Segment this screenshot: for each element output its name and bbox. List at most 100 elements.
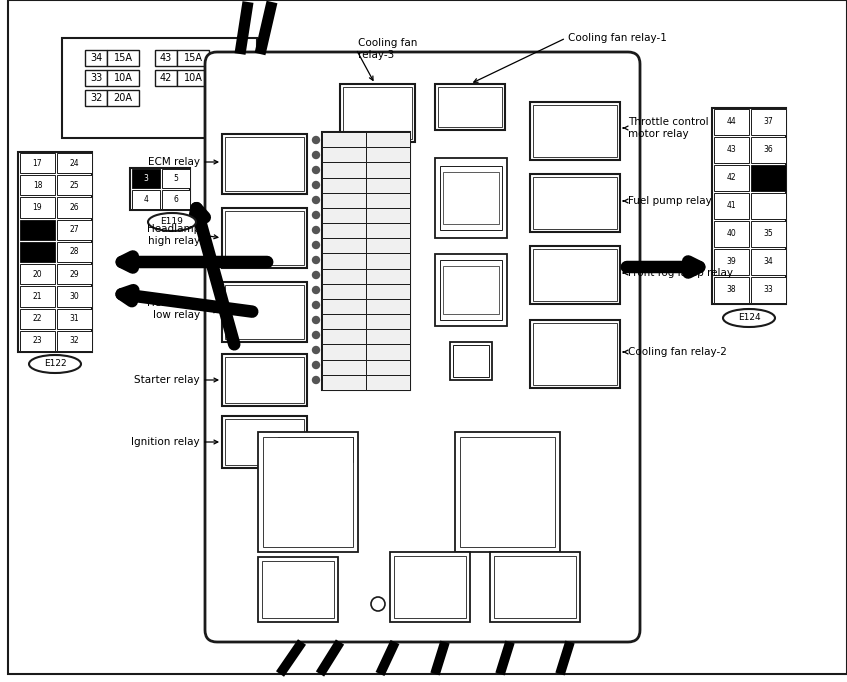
Text: 43: 43 <box>727 145 736 155</box>
Bar <box>366 269 410 284</box>
Text: 10A: 10A <box>113 73 132 83</box>
Bar <box>751 193 786 219</box>
Bar <box>366 147 410 162</box>
Bar <box>322 223 366 238</box>
Bar <box>57 220 92 240</box>
Bar <box>322 193 366 208</box>
FancyBboxPatch shape <box>205 52 640 642</box>
Bar <box>440 166 502 230</box>
Bar <box>322 132 366 147</box>
Bar <box>57 286 92 306</box>
Bar <box>366 132 410 147</box>
Bar <box>322 147 366 162</box>
Ellipse shape <box>723 309 775 327</box>
Text: 32: 32 <box>69 336 80 345</box>
Bar <box>533 323 617 385</box>
Bar <box>222 416 307 468</box>
Bar <box>366 284 410 299</box>
Bar <box>714 277 749 303</box>
Circle shape <box>313 316 319 323</box>
Bar <box>132 169 160 188</box>
Bar <box>366 314 410 329</box>
Bar <box>322 238 366 254</box>
Text: E122: E122 <box>44 359 66 368</box>
Text: 32: 32 <box>90 93 102 103</box>
Bar <box>57 175 92 196</box>
Bar <box>20 331 55 351</box>
Text: 37: 37 <box>764 117 773 126</box>
Bar <box>20 220 55 240</box>
Circle shape <box>313 331 319 338</box>
Bar <box>225 285 304 339</box>
Circle shape <box>313 361 319 368</box>
Bar <box>322 375 366 390</box>
Text: 44: 44 <box>727 117 736 126</box>
Bar <box>177 50 209 66</box>
Text: 40: 40 <box>727 230 736 239</box>
Text: 28: 28 <box>69 248 80 256</box>
Bar <box>322 299 366 314</box>
Circle shape <box>313 136 319 143</box>
Bar <box>366 329 410 344</box>
Text: Throttle control
motor relay: Throttle control motor relay <box>628 117 709 139</box>
Bar <box>20 242 55 262</box>
Circle shape <box>313 151 319 158</box>
Bar <box>57 242 92 262</box>
Bar <box>435 158 507 238</box>
Bar <box>366 223 410 238</box>
Text: 35: 35 <box>764 230 773 239</box>
Text: 23: 23 <box>33 336 42 345</box>
Text: Cooling fan relay-2: Cooling fan relay-2 <box>628 347 727 357</box>
Bar <box>225 137 304 191</box>
Bar <box>132 190 160 209</box>
Circle shape <box>313 226 319 233</box>
Bar <box>278 437 353 462</box>
Bar <box>530 174 620 232</box>
Bar <box>450 342 492 380</box>
Bar <box>85 90 107 106</box>
Bar <box>751 137 786 163</box>
Bar <box>322 344 366 359</box>
Bar <box>366 254 410 269</box>
Bar <box>57 331 92 351</box>
Bar <box>366 238 410 254</box>
Text: Starter relay: Starter relay <box>135 375 200 385</box>
Bar <box>62 38 257 138</box>
Bar <box>57 153 92 173</box>
Bar <box>225 357 304 403</box>
Text: 10A: 10A <box>184 73 202 83</box>
Bar <box>258 557 338 622</box>
Bar <box>751 277 786 303</box>
Bar <box>533 177 617 229</box>
Bar <box>455 432 560 552</box>
Bar <box>340 84 415 142</box>
Text: 20: 20 <box>33 269 42 279</box>
Bar <box>262 561 334 618</box>
Circle shape <box>313 181 319 188</box>
Text: 30: 30 <box>69 292 80 301</box>
Bar <box>322 359 366 375</box>
Bar <box>322 269 366 284</box>
Text: 25: 25 <box>69 181 80 190</box>
Bar <box>530 246 620 304</box>
Ellipse shape <box>148 213 196 231</box>
Bar <box>751 249 786 275</box>
Text: E124: E124 <box>738 314 761 323</box>
Bar <box>107 50 139 66</box>
Circle shape <box>313 196 319 203</box>
Text: Fuel pump relay: Fuel pump relay <box>628 196 711 206</box>
Bar <box>107 90 139 106</box>
Bar <box>322 284 366 299</box>
Text: 29: 29 <box>69 269 80 279</box>
Bar <box>258 432 358 552</box>
Bar <box>57 308 92 329</box>
Bar <box>714 193 749 219</box>
Bar <box>533 249 617 301</box>
Bar <box>530 102 620 160</box>
Bar <box>751 109 786 135</box>
Text: 21: 21 <box>33 292 42 301</box>
Circle shape <box>313 211 319 218</box>
Bar <box>366 344 410 359</box>
Bar <box>494 556 576 618</box>
Text: 36: 36 <box>764 145 773 155</box>
